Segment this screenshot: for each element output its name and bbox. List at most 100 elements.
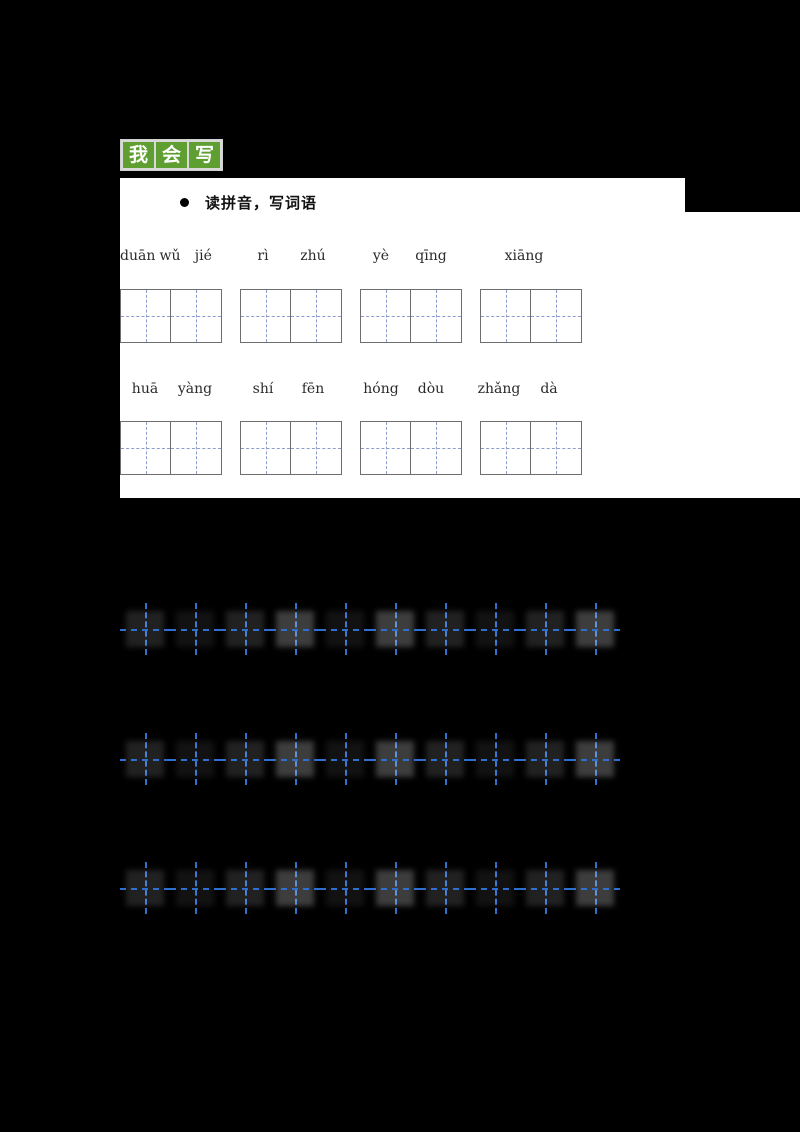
redacted-grid-cell <box>320 733 370 785</box>
pinyin-syllable: duān <box>120 248 156 264</box>
redacted-content-blur <box>126 870 164 906</box>
redacted-content-blur <box>426 870 464 906</box>
redacted-grid-cell <box>420 862 470 914</box>
pinyin-row-1: duān wǔ jié rì zhú yè qīng xiāng <box>120 248 680 272</box>
writing-box-cell[interactable] <box>291 290 341 342</box>
writing-box-cell[interactable] <box>481 422 531 474</box>
pinyin-syllable: xiāng <box>504 248 544 264</box>
pinyin-group: yè qīng <box>356 248 456 264</box>
exercise-heading: 读拼音，写词语 <box>180 192 317 213</box>
redacted-grid-cell <box>370 862 420 914</box>
pinyin-syllable: shí <box>252 381 274 397</box>
writing-box-cell[interactable] <box>361 290 411 342</box>
writing-box-cell[interactable] <box>241 290 291 342</box>
writing-box-group[interactable] <box>120 421 222 475</box>
writing-box-cell[interactable] <box>241 422 291 474</box>
redacted-content-blur <box>276 741 314 777</box>
redacted-grid-cell <box>170 862 220 914</box>
pinyin-group: shí fēn <box>238 381 338 397</box>
writing-box-cell[interactable] <box>121 290 171 342</box>
redacted-grid-cell <box>220 603 270 655</box>
redacted-content-blur <box>176 870 214 906</box>
writing-grid-row-1 <box>120 289 582 343</box>
writing-box-cell[interactable] <box>531 290 581 342</box>
pinyin-group: xiāng <box>474 248 574 264</box>
writing-box-group[interactable] <box>480 421 582 475</box>
redacted-grid-cell <box>220 862 270 914</box>
pinyin-syllable: jié <box>194 248 212 264</box>
writing-box-cell[interactable] <box>291 422 341 474</box>
redacted-grid-cell <box>470 733 520 785</box>
pinyin-syllable: yè <box>372 248 390 264</box>
writing-box-cell[interactable] <box>481 290 531 342</box>
redacted-grid-cell <box>120 733 170 785</box>
redacted-content-blur <box>126 611 164 647</box>
redacted-content-blur <box>276 870 314 906</box>
redacted-content-blur <box>326 611 364 647</box>
pinyin-syllable: wǔ <box>159 248 181 264</box>
pinyin-row-2: huā yàng shí fēn hóng dòu zhǎng dà <box>120 381 680 405</box>
writing-box-group[interactable] <box>120 289 222 343</box>
pinyin-syllable: dòu <box>417 381 445 397</box>
pinyin-syllable: yàng <box>177 381 213 397</box>
redacted-content-blur <box>476 611 514 647</box>
writing-box-group[interactable] <box>360 421 462 475</box>
redacted-content-blur <box>326 870 364 906</box>
redacted-content-blur <box>426 611 464 647</box>
pinyin-syllable: zhú <box>300 248 326 264</box>
redacted-content-blur <box>526 870 564 906</box>
pinyin-syllable: qīng <box>415 248 447 264</box>
redacted-grid-cell <box>120 862 170 914</box>
redacted-grid-row-3 <box>120 862 620 914</box>
pinyin-syllable: fēn <box>301 381 325 397</box>
redacted-content-blur <box>426 741 464 777</box>
redacted-grid-cell <box>570 603 620 655</box>
redacted-grid-cell <box>220 733 270 785</box>
redacted-grid-cell <box>470 603 520 655</box>
redacted-content-blur <box>376 611 414 647</box>
redacted-content-blur <box>576 870 614 906</box>
writing-box-cell[interactable] <box>121 422 171 474</box>
redacted-grid-cell <box>170 603 220 655</box>
redacted-grid-cell <box>520 733 570 785</box>
writing-box-group[interactable] <box>480 289 582 343</box>
redacted-grid-cell <box>570 862 620 914</box>
redacted-grid-cell <box>170 733 220 785</box>
writing-box-cell[interactable] <box>361 422 411 474</box>
redacted-grid-cell <box>320 862 370 914</box>
pinyin-syllable: rì <box>257 248 269 264</box>
writing-box-cell[interactable] <box>171 422 221 474</box>
redacted-content-blur <box>226 611 264 647</box>
writing-box-group[interactable] <box>360 289 462 343</box>
writing-box-cell[interactable] <box>171 290 221 342</box>
exercise-heading-label: 读拼音，写词语 <box>205 194 318 212</box>
writing-box-cell[interactable] <box>411 290 461 342</box>
pinyin-syllable: hóng <box>363 381 399 397</box>
writing-box-group[interactable] <box>240 289 342 343</box>
pinyin-group: huā yàng <box>120 381 220 397</box>
pinyin-syllable: dà <box>540 381 558 397</box>
pinyin-group: zhǎng dà <box>474 381 574 397</box>
redacted-grid-cell <box>320 603 370 655</box>
bullet-dot-icon <box>180 198 189 207</box>
worksheet-panel-top <box>120 178 685 212</box>
redacted-content-blur <box>526 741 564 777</box>
redacted-content-blur <box>276 611 314 647</box>
writing-box-group[interactable] <box>240 421 342 475</box>
section-badge: 我 会 写 <box>120 139 223 171</box>
pinyin-group: duān wǔ jié <box>120 248 220 264</box>
badge-char-1: 我 <box>123 142 154 168</box>
redacted-grid-row-2 <box>120 733 620 785</box>
redacted-content-blur <box>376 741 414 777</box>
redacted-content-blur <box>526 611 564 647</box>
redacted-content-blur <box>226 741 264 777</box>
redacted-grid-cell <box>570 733 620 785</box>
redacted-content-blur <box>476 741 514 777</box>
writing-box-cell[interactable] <box>531 422 581 474</box>
redacted-content-blur <box>226 870 264 906</box>
pinyin-syllable: huā <box>131 381 159 397</box>
redacted-grid-cell <box>120 603 170 655</box>
pinyin-syllable: zhǎng <box>477 381 521 397</box>
writing-box-cell[interactable] <box>411 422 461 474</box>
redacted-grid-row-1 <box>120 603 620 655</box>
